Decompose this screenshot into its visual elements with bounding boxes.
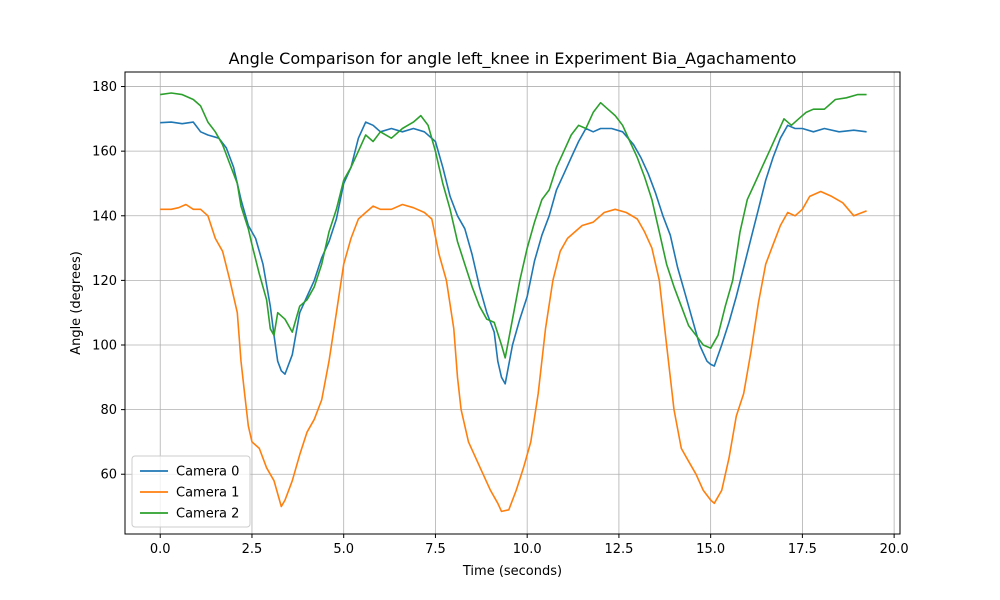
legend-label: Camera 1 — [176, 486, 239, 501]
x-tick-label: 20.0 — [880, 542, 909, 557]
y-axis-title: Angle (degrees) — [69, 251, 84, 355]
x-tick-label: 15.0 — [696, 542, 725, 557]
x-tick-label: 12.5 — [604, 542, 633, 557]
y-tick-label: 80 — [100, 403, 117, 418]
y-tick-label: 140 — [92, 209, 117, 224]
x-tick-label: 2.5 — [242, 542, 263, 557]
x-tick-label: 17.5 — [788, 542, 817, 557]
legend-box — [131, 455, 251, 528]
series-line-camera-1 — [160, 190, 867, 513]
gridlines — [125, 72, 900, 534]
y-tick-label: 180 — [92, 80, 117, 95]
y-tick-label: 160 — [92, 145, 117, 160]
axis-ticks: 0.0 2.5 5.0 7.5 10.0 12.5 15.0 17.5 20.0 60 80 100 1… — [92, 80, 908, 557]
series-line-camera-0 — [160, 121, 867, 385]
x-axis-title: Time (seconds) — [462, 564, 562, 579]
series-line-camera-2 — [160, 92, 867, 359]
y-tick-label: 100 — [92, 339, 117, 354]
y-tick-label: 60 — [100, 468, 117, 483]
legend: Camera 0 Camera 1 Camera 2 — [131, 455, 251, 528]
y-tick-label: 120 — [92, 274, 117, 289]
legend-label: Camera 2 — [176, 507, 239, 522]
x-tick-label: 0.0 — [150, 542, 171, 557]
x-tick-label: 5.0 — [333, 542, 354, 557]
x-tick-label: 7.5 — [425, 542, 446, 557]
legend-label: Camera 0 — [176, 465, 239, 480]
chart-title: Angle Comparison for angle left_knee in … — [229, 49, 797, 69]
series-lines — [160, 92, 867, 513]
plot-frame — [124, 71, 901, 535]
x-tick-label: 10.0 — [513, 542, 542, 557]
